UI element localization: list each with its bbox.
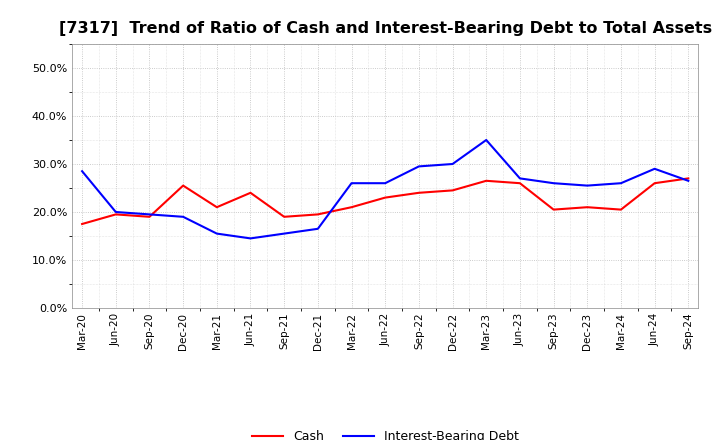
Interest-Bearing Debt [145, 212, 154, 217]
Cash [313, 212, 322, 217]
Cash [212, 205, 221, 210]
Interest-Bearing Debt [112, 209, 120, 215]
Interest-Bearing Debt [415, 164, 423, 169]
Interest-Bearing Debt [212, 231, 221, 236]
Interest-Bearing Debt [583, 183, 592, 188]
Cash [347, 205, 356, 210]
Cash [449, 188, 457, 193]
Cash [246, 190, 255, 195]
Legend: Cash, Interest-Bearing Debt: Cash, Interest-Bearing Debt [247, 425, 523, 440]
Cash [482, 178, 490, 183]
Interest-Bearing Debt [650, 166, 659, 172]
Title: [7317]  Trend of Ratio of Cash and Interest-Bearing Debt to Total Assets: [7317] Trend of Ratio of Cash and Intere… [58, 21, 712, 36]
Interest-Bearing Debt [280, 231, 289, 236]
Interest-Bearing Debt [246, 236, 255, 241]
Interest-Bearing Debt [549, 180, 558, 186]
Interest-Bearing Debt [516, 176, 524, 181]
Cash [112, 212, 120, 217]
Cash [280, 214, 289, 220]
Interest-Bearing Debt [78, 169, 86, 174]
Cash [78, 221, 86, 227]
Interest-Bearing Debt [313, 226, 322, 231]
Cash [415, 190, 423, 195]
Cash [179, 183, 187, 188]
Interest-Bearing Debt [179, 214, 187, 220]
Cash [684, 176, 693, 181]
Cash [616, 207, 625, 212]
Cash [516, 180, 524, 186]
Interest-Bearing Debt [616, 180, 625, 186]
Line: Interest-Bearing Debt: Interest-Bearing Debt [82, 140, 688, 238]
Cash [583, 205, 592, 210]
Interest-Bearing Debt [381, 180, 390, 186]
Interest-Bearing Debt [684, 178, 693, 183]
Cash [145, 214, 154, 220]
Cash [549, 207, 558, 212]
Interest-Bearing Debt [347, 180, 356, 186]
Cash [650, 180, 659, 186]
Line: Cash: Cash [82, 178, 688, 224]
Interest-Bearing Debt [449, 161, 457, 167]
Cash [381, 195, 390, 200]
Interest-Bearing Debt [482, 137, 490, 143]
